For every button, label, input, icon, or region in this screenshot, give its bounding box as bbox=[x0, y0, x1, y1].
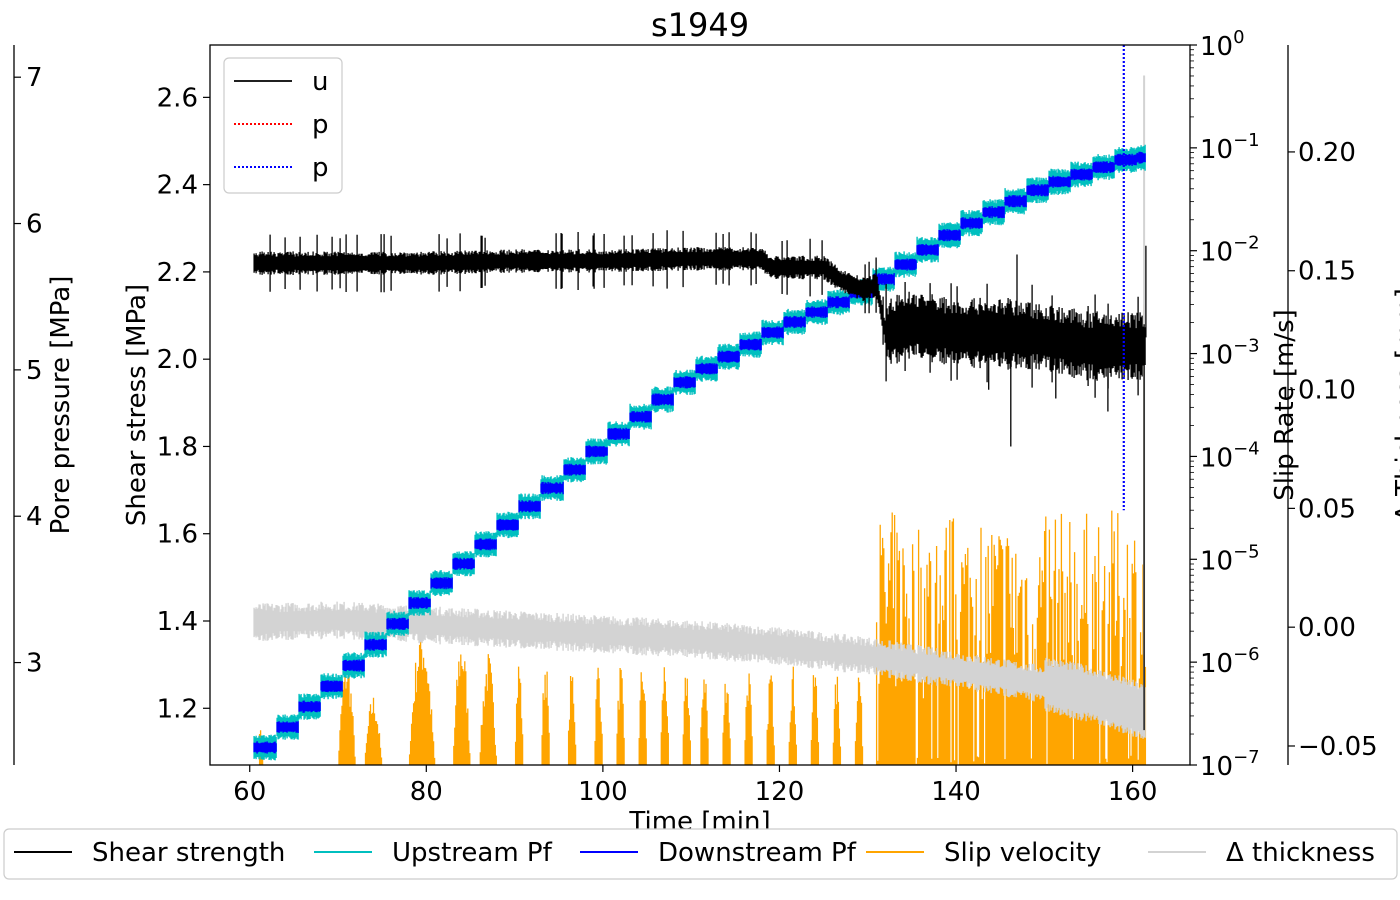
slip-tick-label: 10−3 bbox=[1200, 336, 1260, 371]
shear-strength-line bbox=[253, 230, 1147, 731]
bottom-legend-label: Δ thickness bbox=[1226, 838, 1375, 868]
slip-tick-label: 10−2 bbox=[1200, 233, 1260, 268]
x-tick-label: 80 bbox=[410, 777, 443, 807]
thickness-tick-label: −0.05 bbox=[1298, 732, 1378, 762]
thickness-axis-label: Δ Thickness [mm] bbox=[1391, 288, 1400, 522]
inner-legend: upp bbox=[223, 57, 343, 194]
pore-tick-label: 6 bbox=[26, 210, 43, 240]
thickness-tick-label: 0.15 bbox=[1298, 257, 1356, 287]
thickness-tick-label: 0.00 bbox=[1298, 613, 1356, 643]
plot-frame bbox=[209, 44, 1191, 766]
pore-tick-label: 7 bbox=[26, 63, 43, 93]
inner-legend-label: p bbox=[312, 153, 329, 183]
x-tick-label: 120 bbox=[755, 777, 805, 807]
thickness-tick-label: 0.10 bbox=[1298, 376, 1356, 406]
delta-thickness-line bbox=[253, 601, 1146, 739]
plot-area bbox=[253, 45, 1147, 765]
x-tick-label: 160 bbox=[1108, 777, 1158, 807]
bottom-legend: Shear strength Upstream Pf Downstream Pf Sl… bbox=[3, 828, 1398, 880]
shear-axis-label: Shear stress [MPa] bbox=[122, 284, 152, 526]
shear-tick-label: 1.2 bbox=[157, 694, 198, 724]
thickness-tick-label: 0.05 bbox=[1298, 494, 1356, 524]
slip-tick-label: 10−1 bbox=[1200, 130, 1260, 165]
bottom-legend-label: Upstream Pf bbox=[392, 838, 553, 868]
bottom-legend-label: Downstream Pf bbox=[658, 838, 857, 868]
thickness-tick-label: 0.20 bbox=[1298, 138, 1356, 168]
shear-tick-label: 2.4 bbox=[157, 171, 198, 201]
inner-legend-label: p bbox=[312, 110, 329, 140]
shear-tick-label: 1.8 bbox=[157, 432, 198, 462]
shear-tick-label: 2.2 bbox=[157, 258, 198, 288]
slip-tick-label: 10−7 bbox=[1200, 747, 1260, 782]
pore-axis-label: Pore pressure [MPa] bbox=[46, 276, 76, 535]
pore-tick-label: 3 bbox=[26, 649, 43, 679]
slip-tick-label: 10−4 bbox=[1200, 438, 1260, 473]
slip-tick-label: 10−5 bbox=[1200, 541, 1260, 576]
x-tick-label: 140 bbox=[931, 777, 981, 807]
bottom-legend-label: Slip velocity bbox=[944, 838, 1101, 868]
x-tick-label: 60 bbox=[233, 777, 266, 807]
inner-legend-label: u bbox=[312, 67, 328, 97]
shear-tick-label: 2.0 bbox=[157, 345, 198, 375]
slip-tick-label: 10−6 bbox=[1200, 644, 1260, 679]
bottom-legend-label: Shear strength bbox=[92, 838, 285, 868]
pore-tick-label: 4 bbox=[26, 502, 43, 532]
x-tick-label: 100 bbox=[578, 777, 628, 807]
slip-axis-label: Slip Rate [m/s] bbox=[1270, 309, 1300, 501]
slip-tick-label: 100 bbox=[1200, 27, 1245, 62]
pore-tick-label: 5 bbox=[26, 356, 43, 386]
inner-legend-box bbox=[223, 57, 343, 194]
shear-tick-label: 2.6 bbox=[157, 83, 198, 113]
downstream-pf-line bbox=[253, 151, 1146, 754]
bottom-legend-box bbox=[3, 828, 1398, 880]
chart-title: s1949 bbox=[651, 6, 749, 44]
shear-tick-label: 1.6 bbox=[157, 520, 198, 550]
shear-tick-label: 1.4 bbox=[157, 607, 198, 637]
